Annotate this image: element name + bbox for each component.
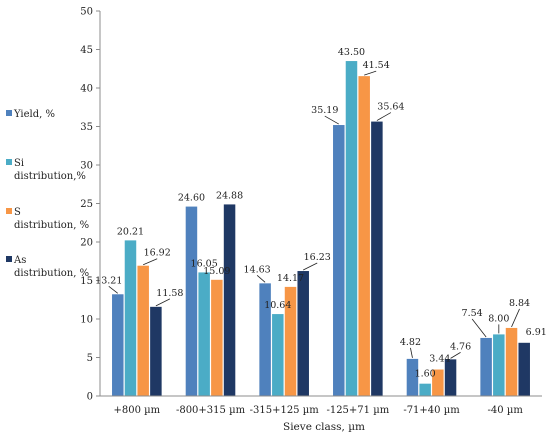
bar — [284, 286, 297, 396]
bar — [112, 294, 124, 396]
legend-label: As — [13, 255, 26, 266]
data-label: 4.76 — [450, 341, 471, 352]
x-tick-label: -315+125 µm — [250, 405, 320, 416]
bar — [432, 369, 444, 396]
data-label: 35.19 — [311, 105, 338, 116]
x-tick-label: -71+40 µm — [403, 405, 460, 416]
bar — [444, 359, 457, 396]
x-tick-label: -40 µm — [488, 405, 524, 416]
bar — [406, 358, 419, 396]
data-label: 1.60 — [415, 369, 436, 380]
bar — [211, 279, 223, 396]
bar — [259, 283, 271, 396]
legend-label: distribution,% — [14, 171, 86, 182]
leader-line — [324, 115, 339, 125]
bar — [137, 265, 149, 396]
y-tick-label: 25 — [80, 199, 93, 210]
x-axis: +800 µm -800+315 µm -315+125 µm -125+71 µm -… — [100, 395, 542, 416]
data-label: 24.88 — [216, 190, 243, 201]
leader-line — [143, 258, 158, 266]
bar — [223, 204, 236, 396]
bar — [185, 206, 198, 396]
y-axis: 0 5 10 15 20 25 30 35 40 45 50 — [80, 7, 101, 403]
leader-line — [471, 318, 487, 338]
legend-label: Yield, % — [13, 109, 55, 120]
leader-line — [376, 112, 392, 121]
bar — [272, 314, 284, 396]
data-label: 8.84 — [509, 298, 530, 309]
bar — [150, 306, 162, 396]
y-tick-label: 50 — [80, 7, 93, 18]
legend-label: distribution, % — [14, 268, 89, 279]
legend-label: distribution, % — [14, 220, 89, 231]
data-label: 35.64 — [377, 102, 404, 113]
data-label: 3.44 — [429, 354, 450, 365]
leader-line — [155, 298, 171, 307]
data-label: 16.23 — [304, 252, 331, 263]
data-label: 8.00 — [488, 313, 509, 324]
bar — [345, 61, 358, 397]
bar — [493, 334, 505, 396]
legend-swatch — [6, 256, 12, 262]
legend-swatch — [6, 208, 12, 214]
bar — [358, 76, 370, 396]
bar — [480, 337, 492, 396]
bar — [505, 327, 518, 396]
legend-label: S — [14, 207, 21, 218]
leader-line — [364, 70, 377, 76]
data-label: 43.50 — [338, 47, 365, 58]
data-label: 16.92 — [144, 248, 171, 259]
data-label: 10.64 — [264, 300, 291, 311]
data-label: 41.54 — [363, 60, 390, 71]
x-tick-label: +800 µm — [114, 405, 161, 416]
legend-label: Si — [14, 158, 24, 169]
bar — [124, 240, 137, 396]
data-label: 7.54 — [462, 308, 483, 319]
data-label: 14.63 — [244, 264, 271, 275]
y-tick-label: 0 — [87, 392, 93, 403]
data-label: 16.05 — [191, 258, 218, 269]
data-label: 11.58 — [156, 288, 183, 299]
leader-line — [108, 285, 119, 294]
leader-line — [450, 352, 461, 359]
x-axis-label: Sieve class, µm — [283, 421, 365, 433]
leader-line — [256, 275, 266, 283]
y-tick-label: 15 — [80, 276, 93, 287]
y-tick-label: 10 — [80, 315, 93, 326]
data-labels: 13.21 24.60 14.63 35.19 4.82 7.54 20.21 16.05 10… — [95, 47, 547, 380]
x-tick-label: -125+71 µm — [326, 405, 389, 416]
y-tick-label: 40 — [80, 84, 93, 95]
data-label: 13.21 — [95, 275, 122, 286]
bar — [419, 383, 431, 396]
y-tick-label: 5 — [87, 353, 93, 364]
data-label: 6.91 — [526, 327, 547, 338]
leader-line — [303, 262, 318, 271]
bar — [297, 271, 309, 396]
data-label: 14.17 — [277, 273, 304, 284]
data-label: 20.21 — [117, 226, 144, 237]
data-label: 15.09 — [203, 266, 230, 277]
data-label: 24.60 — [178, 193, 205, 204]
legend-swatch — [6, 159, 12, 165]
legend-swatch — [6, 110, 12, 116]
y-tick-label: 30 — [80, 161, 93, 172]
bar — [333, 125, 345, 397]
leader-line — [410, 347, 413, 358]
bar — [198, 272, 210, 396]
leader-line — [511, 308, 520, 328]
bars — [112, 61, 530, 397]
x-tick-label: -800+315 µm — [176, 405, 246, 416]
bar — [371, 121, 383, 397]
y-tick-label: 35 — [80, 122, 93, 133]
data-label: 4.82 — [400, 337, 421, 348]
bar — [518, 342, 530, 396]
y-tick-label: 20 — [80, 238, 93, 249]
y-tick-label: 45 — [80, 45, 93, 56]
